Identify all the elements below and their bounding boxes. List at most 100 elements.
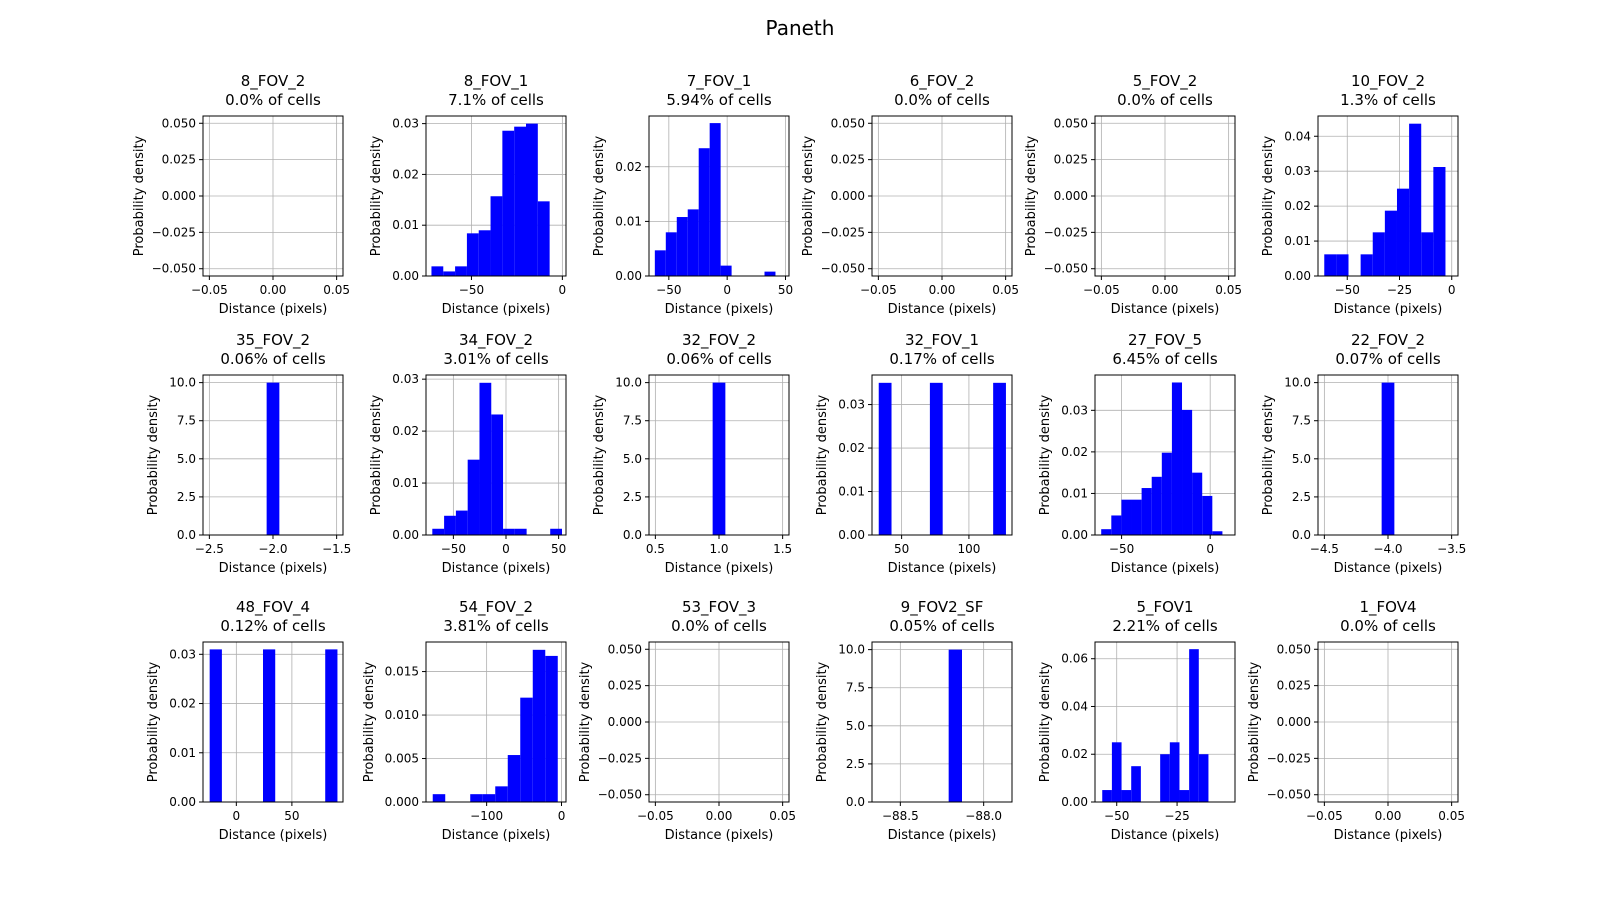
y-axis-label: Probability density <box>578 661 593 782</box>
histogram-bar <box>1212 531 1223 535</box>
x-tick-label: 50 <box>284 809 299 823</box>
histogram-bar <box>209 649 222 802</box>
y-tick-label: −0.050 <box>152 262 196 276</box>
histogram-bar <box>507 755 521 802</box>
x-axis-label: Distance (pixels) <box>1111 561 1220 576</box>
subplot-subtitle: 1.3% of cells <box>1340 91 1436 109</box>
histogram-bar <box>929 382 943 535</box>
histogram-bar <box>1384 210 1397 276</box>
axes-frame <box>425 115 567 277</box>
y-tick-label: 0.010 <box>385 708 419 722</box>
x-axis-label: Distance (pixels) <box>888 302 997 317</box>
histogram-bar <box>1101 529 1112 535</box>
axes-frame <box>1094 374 1236 536</box>
y-axis-label: Probability density <box>362 661 377 782</box>
x-axis-label: Distance (pixels) <box>219 828 328 843</box>
x-tick-label: 0.05 <box>323 283 350 297</box>
histogram-bar <box>665 232 677 276</box>
x-tick-label: −50 <box>1335 283 1360 297</box>
histogram-bar <box>325 649 338 802</box>
subplot-subtitle: 0.12% of cells <box>220 617 325 635</box>
x-tick-label: 0.00 <box>706 809 733 823</box>
subplot-subtitle: 6.45% of cells <box>1112 350 1217 368</box>
subplot-subtitle: 7.1% of cells <box>448 91 544 109</box>
y-axis-label: Probability density <box>1038 661 1053 782</box>
y-tick-label: 2.5 <box>623 490 642 504</box>
x-tick-label: 0.00 <box>1375 809 1402 823</box>
subplot-53_FOV_3: −0.05 0.00 0.05 −0.050 −0.025 0.000 0.025 0.050… <box>578 598 796 843</box>
histogram-bar <box>878 382 892 535</box>
histogram-bar <box>478 230 491 276</box>
histogram-bar <box>1381 382 1395 535</box>
y-tick-label: 0.000 <box>831 189 865 203</box>
x-tick-label: 1.5 <box>773 542 792 556</box>
y-axis-label: Probability density <box>146 394 161 515</box>
y-tick-label: 0.000 <box>1277 715 1311 729</box>
subplot-grid: −0.05 0.00 0.05−0.050−0.0250.0000.0250.050… <box>132 72 1466 843</box>
histogram-bar <box>490 196 503 276</box>
y-tick-label: 0.03 <box>838 398 865 412</box>
y-tick-label: 0.06 <box>1061 652 1088 666</box>
x-axis-label: Distance (pixels) <box>665 302 774 317</box>
x-tick-label: −1.5 <box>322 542 351 556</box>
subplot-title: 7_FOV_1 <box>687 72 752 91</box>
y-tick-label: 0.02 <box>1284 199 1311 213</box>
x-tick-label: 50 <box>551 542 566 556</box>
histogram-bar <box>432 794 446 802</box>
histogram-bar <box>520 697 533 802</box>
y-tick-label: 0.015 <box>385 665 419 679</box>
subplot-32_FOV_1: 50 100 0.00 0.01 0.02 0.03 32_FOV_10.17% of ce… <box>815 331 1013 576</box>
y-tick-label: 0.0 <box>177 528 196 542</box>
histogram-bar <box>1189 649 1199 802</box>
histogram-bar <box>443 271 456 276</box>
histogram-bar <box>455 266 467 276</box>
x-tick-label: −4.0 <box>1373 542 1402 556</box>
y-tick-label: 10.0 <box>169 376 196 390</box>
y-tick-label: 0.000 <box>162 189 196 203</box>
y-tick-label: 7.5 <box>846 681 865 695</box>
y-tick-label: 0.00 <box>615 269 642 283</box>
x-tick-label: −88.0 <box>965 809 1002 823</box>
subplot-32_FOV_2: 0.5 1.0 1.5 0.0 2.5 5.0 7.5 10.0 32_FOV_20.06% o… <box>592 331 792 576</box>
y-tick-label: 7.5 <box>177 414 196 428</box>
y-tick-label: 0.050 <box>1054 116 1088 130</box>
subplot-title: 5_FOV1 <box>1136 598 1193 617</box>
y-tick-label: −0.025 <box>1267 751 1311 765</box>
y-tick-label: 0.03 <box>1061 403 1088 417</box>
subplot-title: 9_FOV2_SF <box>901 598 984 617</box>
y-tick-label: 7.5 <box>1292 414 1311 428</box>
y-tick-label: 0.025 <box>608 679 642 693</box>
x-tick-label: −0.05 <box>1306 809 1343 823</box>
subplot-48_FOV_4: 0 50 0.00 0.01 0.02 0.03 48_FOV_40.12% of cell… <box>146 598 344 843</box>
x-tick-label: 100 <box>957 542 980 556</box>
x-axis-label: Distance (pixels) <box>888 561 997 576</box>
y-axis-label: Probability density <box>1261 394 1276 515</box>
y-axis-label: Probability density <box>815 394 830 515</box>
y-tick-label: 0.0 <box>1292 528 1311 542</box>
x-tick-label: 0 <box>723 283 731 297</box>
histogram-bar <box>537 201 550 276</box>
axes-frame <box>1317 115 1459 277</box>
y-tick-label: 0.0 <box>846 795 865 809</box>
histogram-bar <box>470 794 483 802</box>
x-axis-label: Distance (pixels) <box>219 302 328 317</box>
y-tick-label: 0.025 <box>1277 679 1311 693</box>
histogram-bar <box>495 786 508 802</box>
x-tick-label: 0.05 <box>1215 283 1242 297</box>
y-axis-label: Probability density <box>1024 135 1039 256</box>
subplot-subtitle: 0.0% of cells <box>671 617 767 635</box>
subplot-subtitle: 0.0% of cells <box>1117 91 1213 109</box>
axes-frame <box>871 641 1013 803</box>
subplot-title: 53_FOV_3 <box>682 598 756 617</box>
x-tick-label: −100 <box>470 809 503 823</box>
histogram-bar <box>1102 790 1112 802</box>
y-tick-label: 5.0 <box>1292 452 1311 466</box>
x-tick-label: −25 <box>1387 283 1412 297</box>
histogram-bar <box>491 414 504 535</box>
x-axis-label: Distance (pixels) <box>1334 828 1443 843</box>
y-tick-label: 0.01 <box>392 476 419 490</box>
y-tick-label: 0.050 <box>162 116 196 130</box>
y-tick-label: 0.050 <box>831 116 865 130</box>
x-tick-label: 0.00 <box>260 283 287 297</box>
